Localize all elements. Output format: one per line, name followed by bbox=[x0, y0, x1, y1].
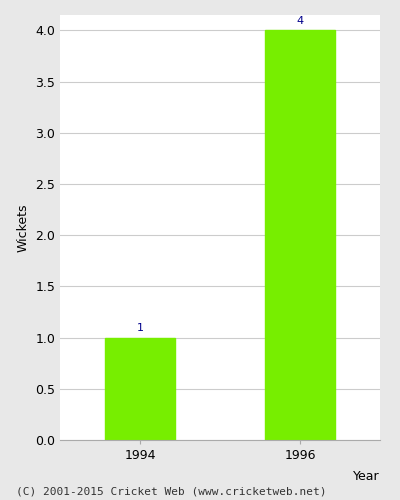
Text: 4: 4 bbox=[296, 16, 304, 26]
Bar bbox=[265, 30, 335, 440]
Bar bbox=[105, 338, 175, 440]
Text: (C) 2001-2015 Cricket Web (www.cricketweb.net): (C) 2001-2015 Cricket Web (www.cricketwe… bbox=[16, 487, 326, 497]
Text: Year: Year bbox=[353, 470, 380, 483]
Text: 1: 1 bbox=[136, 324, 144, 334]
Y-axis label: Wickets: Wickets bbox=[16, 203, 30, 252]
